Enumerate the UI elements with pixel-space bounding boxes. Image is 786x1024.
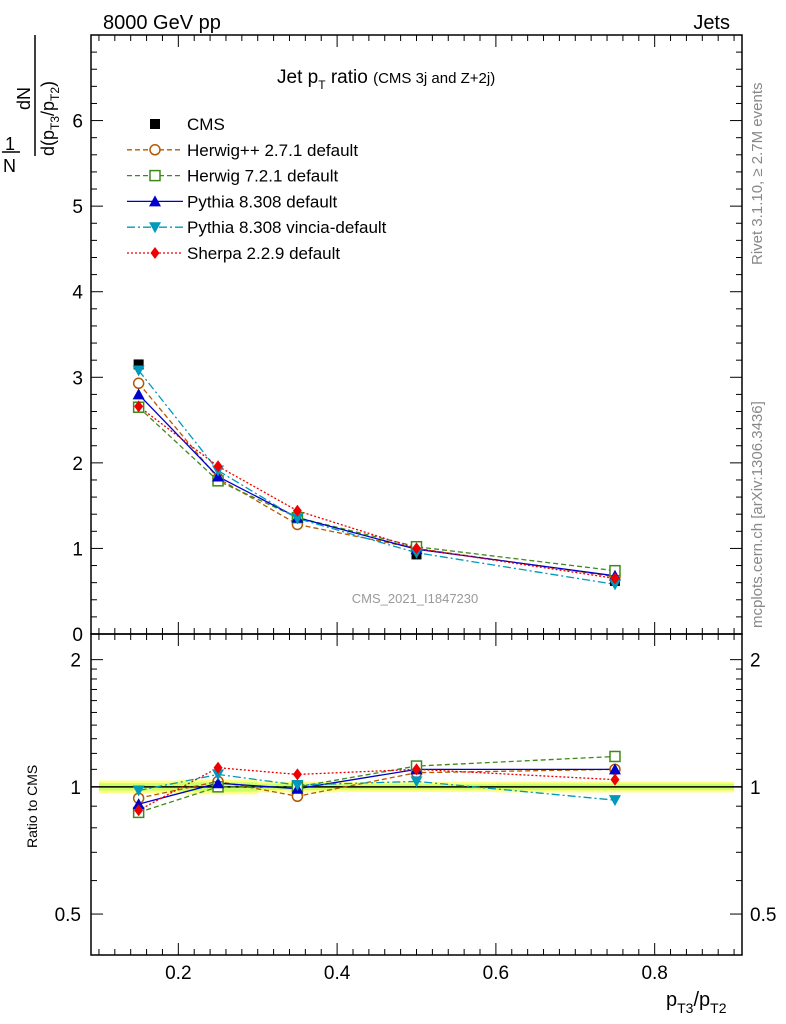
point-sherpa-2-2-9-default xyxy=(213,460,223,473)
ratio-point-sherpa-2-2-9-default xyxy=(610,773,620,786)
title-sub: T xyxy=(318,78,326,92)
legend-marker-sherpa-2-2-9-default xyxy=(150,247,160,259)
ratio-point-pythia-8-308-vincia-default xyxy=(410,776,423,788)
ratio-panel: 0.5 0.5 1 1 2 2 0.2 0.4 0.6 0.8 xyxy=(55,633,776,984)
point-sherpa-2-2-9-default xyxy=(412,542,421,555)
main-ytick-label: 4 xyxy=(72,283,83,304)
ylabel-slash: /p xyxy=(38,101,58,116)
point-sherpa-2-2-9-default xyxy=(134,400,144,413)
ratio-xtick-label: 0.4 xyxy=(324,963,351,984)
series-line-pythia-8-308-default xyxy=(138,393,616,577)
xlabel-t3: T3 xyxy=(677,1000,694,1016)
ylabel-one: 1 xyxy=(5,134,15,154)
header-right: Jets xyxy=(693,12,730,34)
main-ytick-label: 5 xyxy=(72,197,83,218)
ratio-ytick-label-right: 0.5 xyxy=(750,905,776,926)
legend-label-cms: CMS xyxy=(187,115,225,134)
ratio-ytick-label: 1 xyxy=(70,778,81,799)
analysis-watermark: CMS_2021_I1847230 xyxy=(352,591,479,606)
ratio-ylabel: Ratio to CMS xyxy=(24,765,40,848)
legend-marker-herwig-7-2-1-default xyxy=(149,169,161,182)
series-line-herwig-2-7-1-default xyxy=(138,382,616,578)
ratio-point-pythia-8-308-default xyxy=(608,763,621,775)
title-small: (CMS 3j and Z+2j) xyxy=(373,70,495,87)
ratio-point-pythia-8-308-default xyxy=(212,777,225,789)
main-ytick-label: 1 xyxy=(72,539,83,560)
ylabel-n: N xyxy=(3,156,16,176)
ratio-ytick-label: 2 xyxy=(70,651,81,672)
ratio-point-pythia-8-308-vincia-default xyxy=(132,785,145,797)
ratio-xtick-label: 0.2 xyxy=(165,963,191,984)
ratio-xtick-label: 0.8 xyxy=(641,963,667,984)
legend-label-pythia-8-308-default: Pythia 8.308 default xyxy=(187,192,338,211)
point-pythia-8-308-vincia-default xyxy=(291,513,304,525)
ratio-point-sherpa-2-2-9-default xyxy=(292,768,302,781)
ratio-frame xyxy=(90,633,743,956)
xlabel-t2: T2 xyxy=(710,1000,727,1016)
legend-label-herwig-2-7-1-default: Herwig++ 2.7.1 default xyxy=(187,141,358,160)
main-panel: 0 1 2 3 4 5 6 xyxy=(72,34,743,646)
ratio-point-pythia-8-308-default xyxy=(132,798,145,810)
legend-marker-pythia-8-308-default xyxy=(149,195,161,207)
xlabel-slash: /p xyxy=(693,989,710,1011)
header-left: 8000 GeV pp xyxy=(103,12,221,34)
ratio-ytick-label-right: 2 xyxy=(750,651,761,672)
point-cms xyxy=(133,359,144,370)
point-sherpa-2-2-9-default xyxy=(610,572,620,585)
ylabel-close: ) xyxy=(38,81,58,87)
point-pythia-8-308-vincia-default xyxy=(132,365,145,377)
svg-text:d(pT3/pT2): d(pT3/pT2) xyxy=(38,81,62,156)
rivet-label: Rivet 3.1.10, ≥ 2.7M events xyxy=(749,83,766,266)
mcplots-label: mcplots.cern.ch [arXiv:1306.3436] xyxy=(749,401,766,628)
point-pythia-8-308-default xyxy=(132,388,145,400)
legend-label-sherpa-2-2-9-default: Sherpa 2.2.9 default xyxy=(187,244,340,263)
series-line-herwig-7-2-1-default xyxy=(138,406,616,572)
ylabel-d: d(p xyxy=(38,130,58,156)
title-main: Jet p xyxy=(277,67,318,88)
series-line-pythia-8-308-vincia-default xyxy=(138,370,616,586)
ratio-point-pythia-8-308-vincia-default xyxy=(212,769,225,781)
legend-marker-pythia-8-308-vincia-default xyxy=(149,222,161,234)
main-ylabel: 1 N dN d(pT3/pT2) xyxy=(2,35,62,176)
legend-label-pythia-8-308-vincia-default: Pythia 8.308 vincia-default xyxy=(187,218,387,237)
xlabel-p: p xyxy=(666,989,677,1011)
ratio-point-sherpa-2-2-9-default xyxy=(134,804,144,817)
legend: CMS Herwig++ 2.7.1 default Herwig 7.2.1 de… xyxy=(127,115,387,263)
main-title: Jet pT ratio (CMS 3j and Z+2j) xyxy=(277,67,495,92)
ratio-point-pythia-8-308-vincia-default xyxy=(291,780,304,792)
point-sherpa-2-2-9-default xyxy=(292,504,302,517)
ylabel-t3: T3 xyxy=(48,116,62,130)
ratio-ytick-label-right: 1 xyxy=(750,778,761,799)
ratio-point-sherpa-2-2-9-default xyxy=(412,763,421,776)
title-rest: ratio xyxy=(326,67,374,88)
x-axis-label: pT3/pT2 xyxy=(666,989,727,1016)
ylabel-dn: dN xyxy=(14,87,34,110)
main-ytick-label: 3 xyxy=(72,368,83,389)
ratio-point-sherpa-2-2-9-default xyxy=(213,761,223,774)
main-ytick-label: 0 xyxy=(72,625,83,646)
legend-marker-cms xyxy=(150,119,160,129)
legend-label-herwig-7-2-1-default: Herwig 7.2.1 default xyxy=(187,167,338,186)
ratio-point-pythia-8-308-vincia-default xyxy=(608,795,621,807)
main-ytick-label: 6 xyxy=(72,112,83,133)
main-ytick-label: 2 xyxy=(72,454,83,475)
legend-marker-herwig-2-7-1-default xyxy=(149,144,161,156)
ylabel-t2: T2 xyxy=(48,87,62,101)
ratio-point-herwig-7-2-1-default xyxy=(609,750,621,763)
series-line-sherpa-2-2-9-default xyxy=(138,405,616,580)
ratio-xtick-label: 0.6 xyxy=(483,963,509,984)
point-pythia-8-308-vincia-default xyxy=(608,579,621,591)
ratio-ytick-label: 0.5 xyxy=(55,905,81,926)
point-herwig-2-7-1-default xyxy=(132,377,145,390)
